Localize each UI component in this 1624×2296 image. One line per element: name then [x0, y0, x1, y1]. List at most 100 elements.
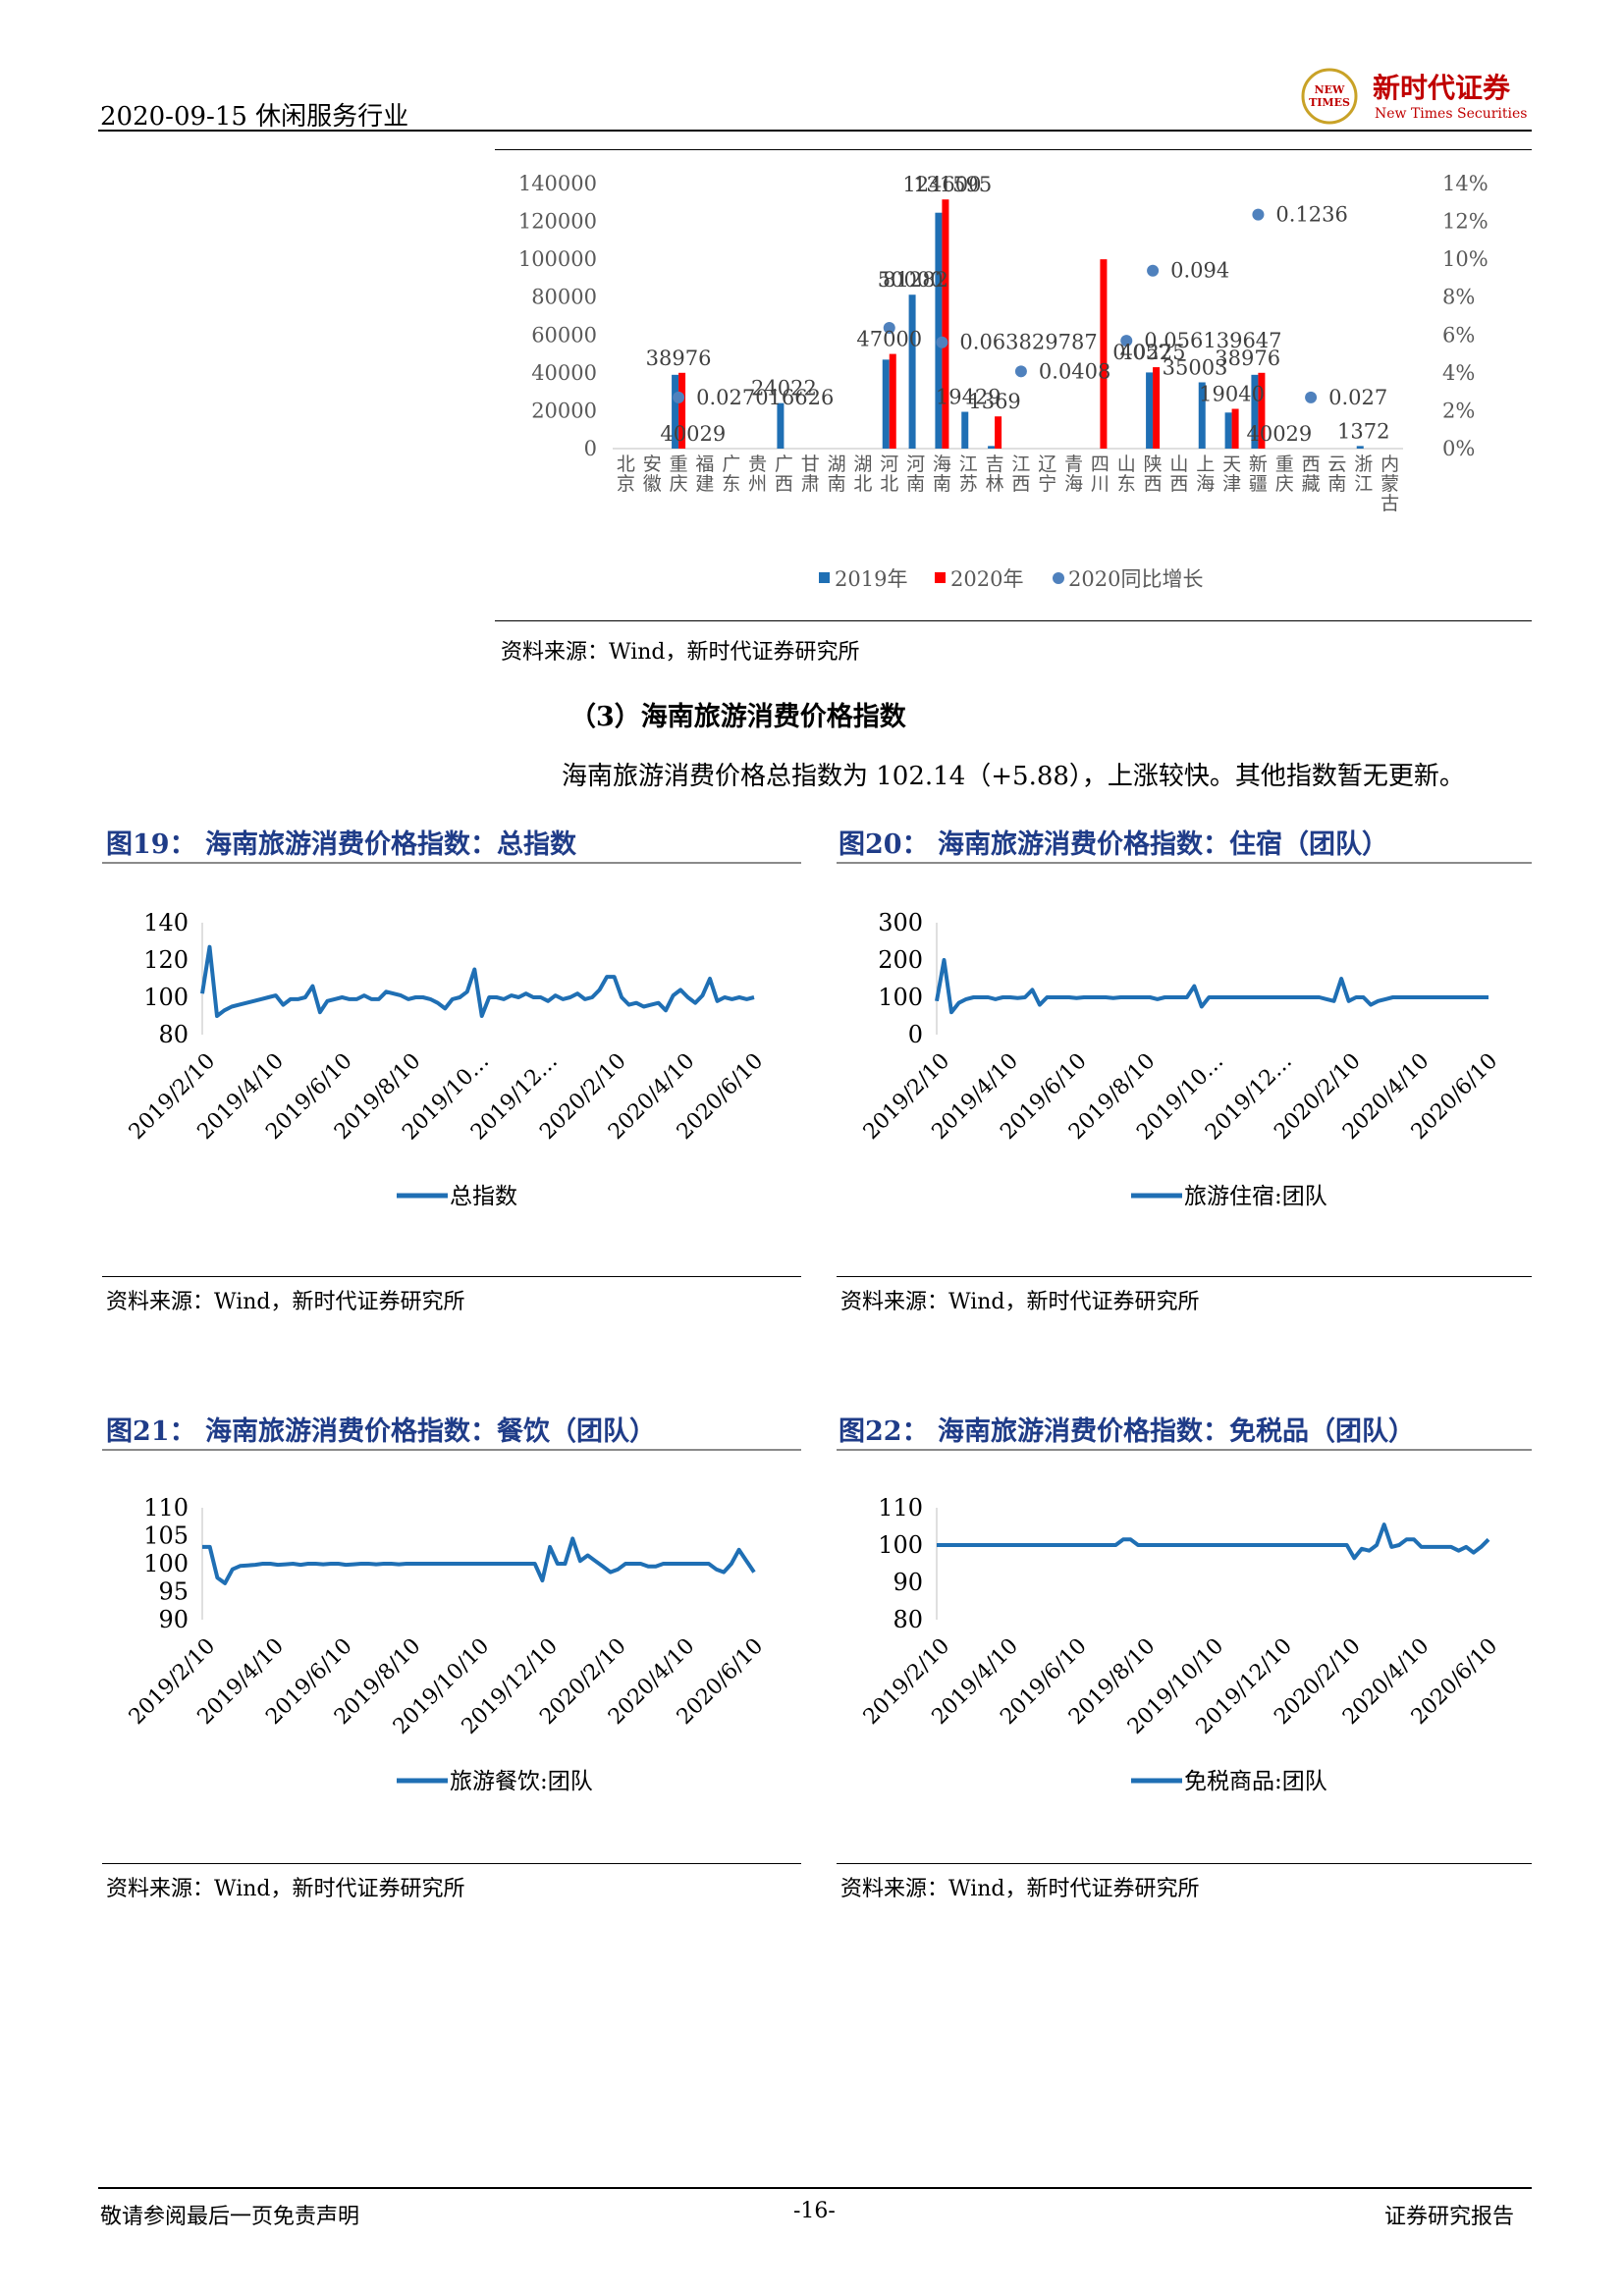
y-right-tick: 0%	[1442, 437, 1475, 460]
x-tick-label: 河北	[880, 454, 898, 495]
y-tick-label: 90	[158, 1606, 189, 1633]
bar	[935, 212, 943, 449]
figure-19-line-chart: 801001201402019/2/102019/4/102019/6/1020…	[125, 909, 768, 1209]
x-tick-label: 广东	[722, 454, 740, 495]
legend-swatch	[935, 572, 946, 583]
y-left-tick: 120000	[518, 210, 597, 234]
source-note: 资料来源：Wind，新时代证券研究所	[501, 640, 860, 665]
figure-19-title: 图19： 海南旅游消费价格指数：总指数	[106, 829, 576, 860]
bar-value-label: 131595	[913, 173, 992, 196]
bar	[1146, 372, 1154, 449]
bar-value-label: 81282	[883, 268, 948, 292]
legend-label: 2019年	[835, 567, 907, 591]
logo-text-en: New Times Securities	[1375, 106, 1528, 122]
point-label: 0.094	[1170, 259, 1229, 283]
point-label: 0.063829787	[959, 331, 1097, 354]
page-number: -16-	[793, 2199, 836, 2223]
x-tick-label: 重庆	[1275, 454, 1294, 495]
x-tick-label: 西藏	[1302, 454, 1321, 495]
svg-text:NEW: NEW	[1315, 83, 1345, 96]
x-tick-label: 贵州	[748, 454, 767, 495]
legend-label: 旅游餐饮:团队	[450, 1769, 593, 1794]
figure-22-source: 资料来源：Wind，新时代证券研究所	[840, 1877, 1200, 1901]
figure-22-title: 图22： 海南旅游消费价格指数：免税品（团队）	[839, 1416, 1415, 1447]
figure-20-bottom-rule	[837, 1276, 1532, 1277]
x-tick-label: 天津	[1222, 454, 1241, 495]
x-tick-label: 江苏	[959, 454, 978, 495]
point-label: 0.1236	[1275, 203, 1347, 227]
y-right-tick: 14%	[1442, 172, 1489, 195]
y-tick-label: 110	[878, 1494, 923, 1522]
y-right-tick: 2%	[1442, 399, 1475, 422]
bar	[1231, 408, 1239, 449]
figure-21-bottom-rule	[102, 1863, 801, 1864]
point-label: 0.0408	[1039, 359, 1110, 383]
x-tick-label: 重庆	[670, 454, 688, 495]
point-label: 0.027	[1328, 386, 1387, 409]
y-tick-label: 80	[158, 1021, 189, 1048]
bar	[1100, 259, 1108, 449]
bar	[995, 416, 1002, 449]
x-tick-label: 海南	[933, 454, 951, 495]
figure-22-rule	[837, 1449, 1532, 1451]
y-right-tick: 4%	[1442, 361, 1475, 385]
figure-20-title: 图20： 海南旅游消费价格指数：住宿（团队）	[839, 829, 1388, 860]
x-tick-label: 江西	[1011, 454, 1030, 495]
series-line	[935, 958, 1489, 1015]
scatter-point	[1014, 365, 1027, 378]
footer-report-type: 证券研究报告	[1384, 2205, 1515, 2229]
bar	[672, 374, 679, 449]
y-tick-label: 95	[158, 1578, 189, 1606]
bar-value-label: 19040	[1199, 383, 1265, 406]
figure-22-line-chart: 80901001102019/2/102019/4/102019/6/10201…	[859, 1494, 1502, 1794]
bar-value-label: 19429	[936, 386, 1001, 409]
x-tick-label: 新疆	[1249, 454, 1268, 495]
bar	[961, 411, 969, 449]
bar-value-label: 47000	[856, 328, 922, 351]
y-left-tick: 40000	[531, 361, 597, 385]
y-right-tick: 12%	[1442, 210, 1489, 234]
logo-mark-icon: NEW TIMES	[1301, 68, 1358, 125]
bar-value-label: 24022	[751, 377, 817, 400]
scatter-point	[1147, 264, 1160, 277]
logo-text-cn: 新时代证券	[1373, 72, 1511, 104]
legend-swatch	[1053, 572, 1064, 584]
x-tick-label: 陕西	[1144, 454, 1163, 495]
x-tick-label: 上海	[1196, 454, 1215, 495]
bar	[1153, 367, 1161, 449]
bar-value-label: 38976	[1215, 347, 1280, 370]
y-left-tick: 140000	[518, 172, 597, 195]
x-tick-label: 吉林	[986, 454, 1004, 495]
bar-value-label: 1372	[1337, 419, 1389, 443]
chart-bottom-rule	[495, 620, 1532, 621]
legend-label: 2020同比增长	[1068, 567, 1203, 591]
bar-value-label: 50000	[878, 268, 944, 292]
y-tick-label: 120	[143, 946, 189, 974]
x-tick-label: 安徽	[643, 454, 662, 495]
scatter-point	[673, 391, 685, 403]
province-bar-chart: 0 20000 40000 60000 80000 100000 120000 140000 0…	[518, 172, 1489, 591]
bar-value-label: 40029	[1246, 422, 1312, 446]
bar-value-label: 0.057	[1112, 341, 1171, 364]
footer-rule	[98, 2187, 1532, 2189]
y-tick-label: 90	[893, 1569, 923, 1596]
y-tick-label: 100	[878, 1531, 923, 1559]
legend-label: 旅游住宿:团队	[1184, 1184, 1327, 1209]
x-tick-label: 山东	[1117, 454, 1136, 495]
y-left-tick: 60000	[531, 323, 597, 347]
y-left-tick: 80000	[531, 286, 597, 309]
figure-19-source: 资料来源：Wind，新时代证券研究所	[106, 1290, 465, 1314]
series-line	[200, 944, 755, 1018]
figure-21-title: 图21： 海南旅游消费价格指数：餐饮（团队）	[106, 1416, 656, 1447]
svg-text:TIMES: TIMES	[1309, 96, 1350, 109]
bar	[777, 402, 785, 449]
y-tick-label: 100	[143, 984, 189, 1011]
x-tick-label: 广西	[775, 454, 793, 495]
legend-label: 免税商品:团队	[1184, 1769, 1327, 1794]
figure-21-rule	[102, 1449, 801, 1451]
series-line	[937, 1522, 1490, 1561]
x-tick-label: 山西	[1169, 454, 1188, 495]
y-tick-label: 200	[878, 946, 923, 974]
y-tick-label: 100	[878, 984, 923, 1011]
header-date-industry: 2020-09-15 休闲服务行业	[100, 102, 409, 132]
